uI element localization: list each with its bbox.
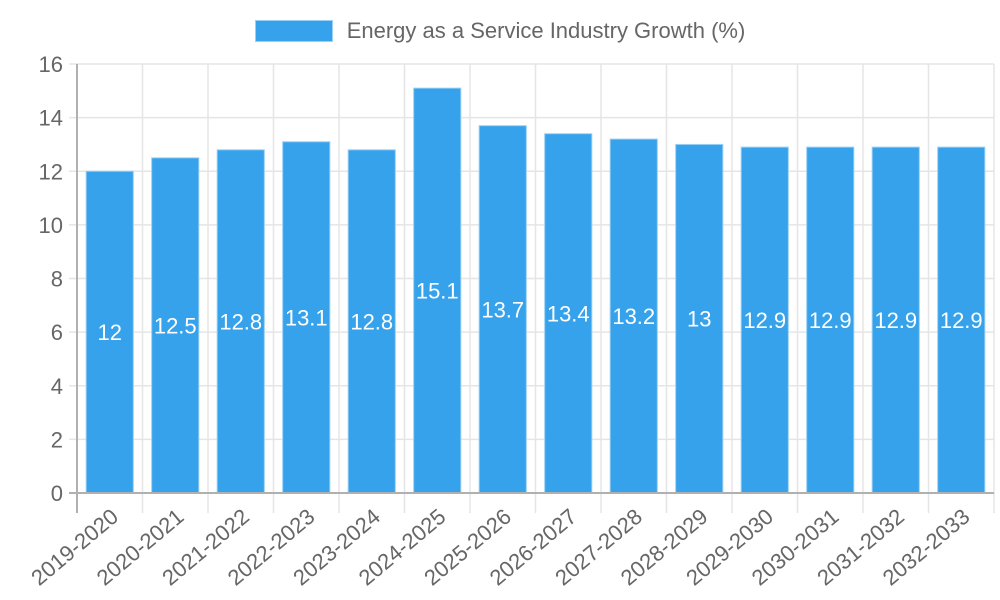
- data-label: 12.5: [154, 313, 197, 338]
- bar: [151, 157, 200, 494]
- bar: [609, 138, 658, 494]
- data-label: 13.4: [547, 301, 590, 326]
- data-label: 12.9: [940, 308, 983, 333]
- x-axis-ticks: 2019-20202020-20212021-20222022-20232023…: [26, 504, 974, 591]
- bar: [740, 146, 789, 494]
- data-label: 15.1: [416, 279, 459, 304]
- grid-lines: [69, 63, 995, 513]
- data-label: 13.1: [285, 305, 328, 330]
- data-label: 12.9: [874, 308, 917, 333]
- bar: [937, 146, 986, 494]
- data-label: 13: [687, 307, 711, 332]
- y-tick-label: 12: [39, 159, 63, 184]
- bar: [544, 133, 593, 494]
- data-label: 12.8: [219, 309, 262, 334]
- y-tick-label: 2: [51, 427, 63, 452]
- data-label: 12: [98, 320, 122, 345]
- y-tick-label: 0: [51, 481, 63, 506]
- bar: [806, 146, 855, 494]
- y-tick-label: 8: [51, 267, 63, 292]
- bar: [871, 146, 920, 494]
- data-label: 12.8: [350, 309, 393, 334]
- bar: [675, 143, 724, 494]
- bar: [478, 125, 527, 494]
- y-tick-label: 6: [51, 320, 63, 345]
- bar: [216, 149, 265, 494]
- bar: [85, 170, 134, 494]
- y-tick-label: 14: [39, 106, 63, 131]
- chart-legend[interactable]: Energy as a Service Industry Growth (%): [0, 18, 1000, 44]
- axes: [69, 64, 994, 513]
- legend-swatch: [254, 20, 333, 42]
- data-label: 12.9: [743, 308, 786, 333]
- data-labels: 12 12.5 12.8 13.1 12.8 15.1 13.7 13.4 13.2 13 12.9…: [98, 279, 983, 346]
- bars: [85, 87, 986, 494]
- y-tick-label: 16: [39, 52, 63, 77]
- data-label: 13.2: [612, 304, 655, 329]
- data-label: 13.7: [481, 297, 524, 322]
- data-label: 12.9: [809, 308, 852, 333]
- y-tick-label: 4: [51, 374, 63, 399]
- bar: [413, 87, 462, 494]
- legend-label: Energy as a Service Industry Growth (%): [346, 18, 746, 43]
- bar: [282, 141, 331, 494]
- y-tick-label: 10: [39, 213, 63, 238]
- y-axis-ticks: 0 2 4 6 8 10 12 14 16: [39, 52, 63, 506]
